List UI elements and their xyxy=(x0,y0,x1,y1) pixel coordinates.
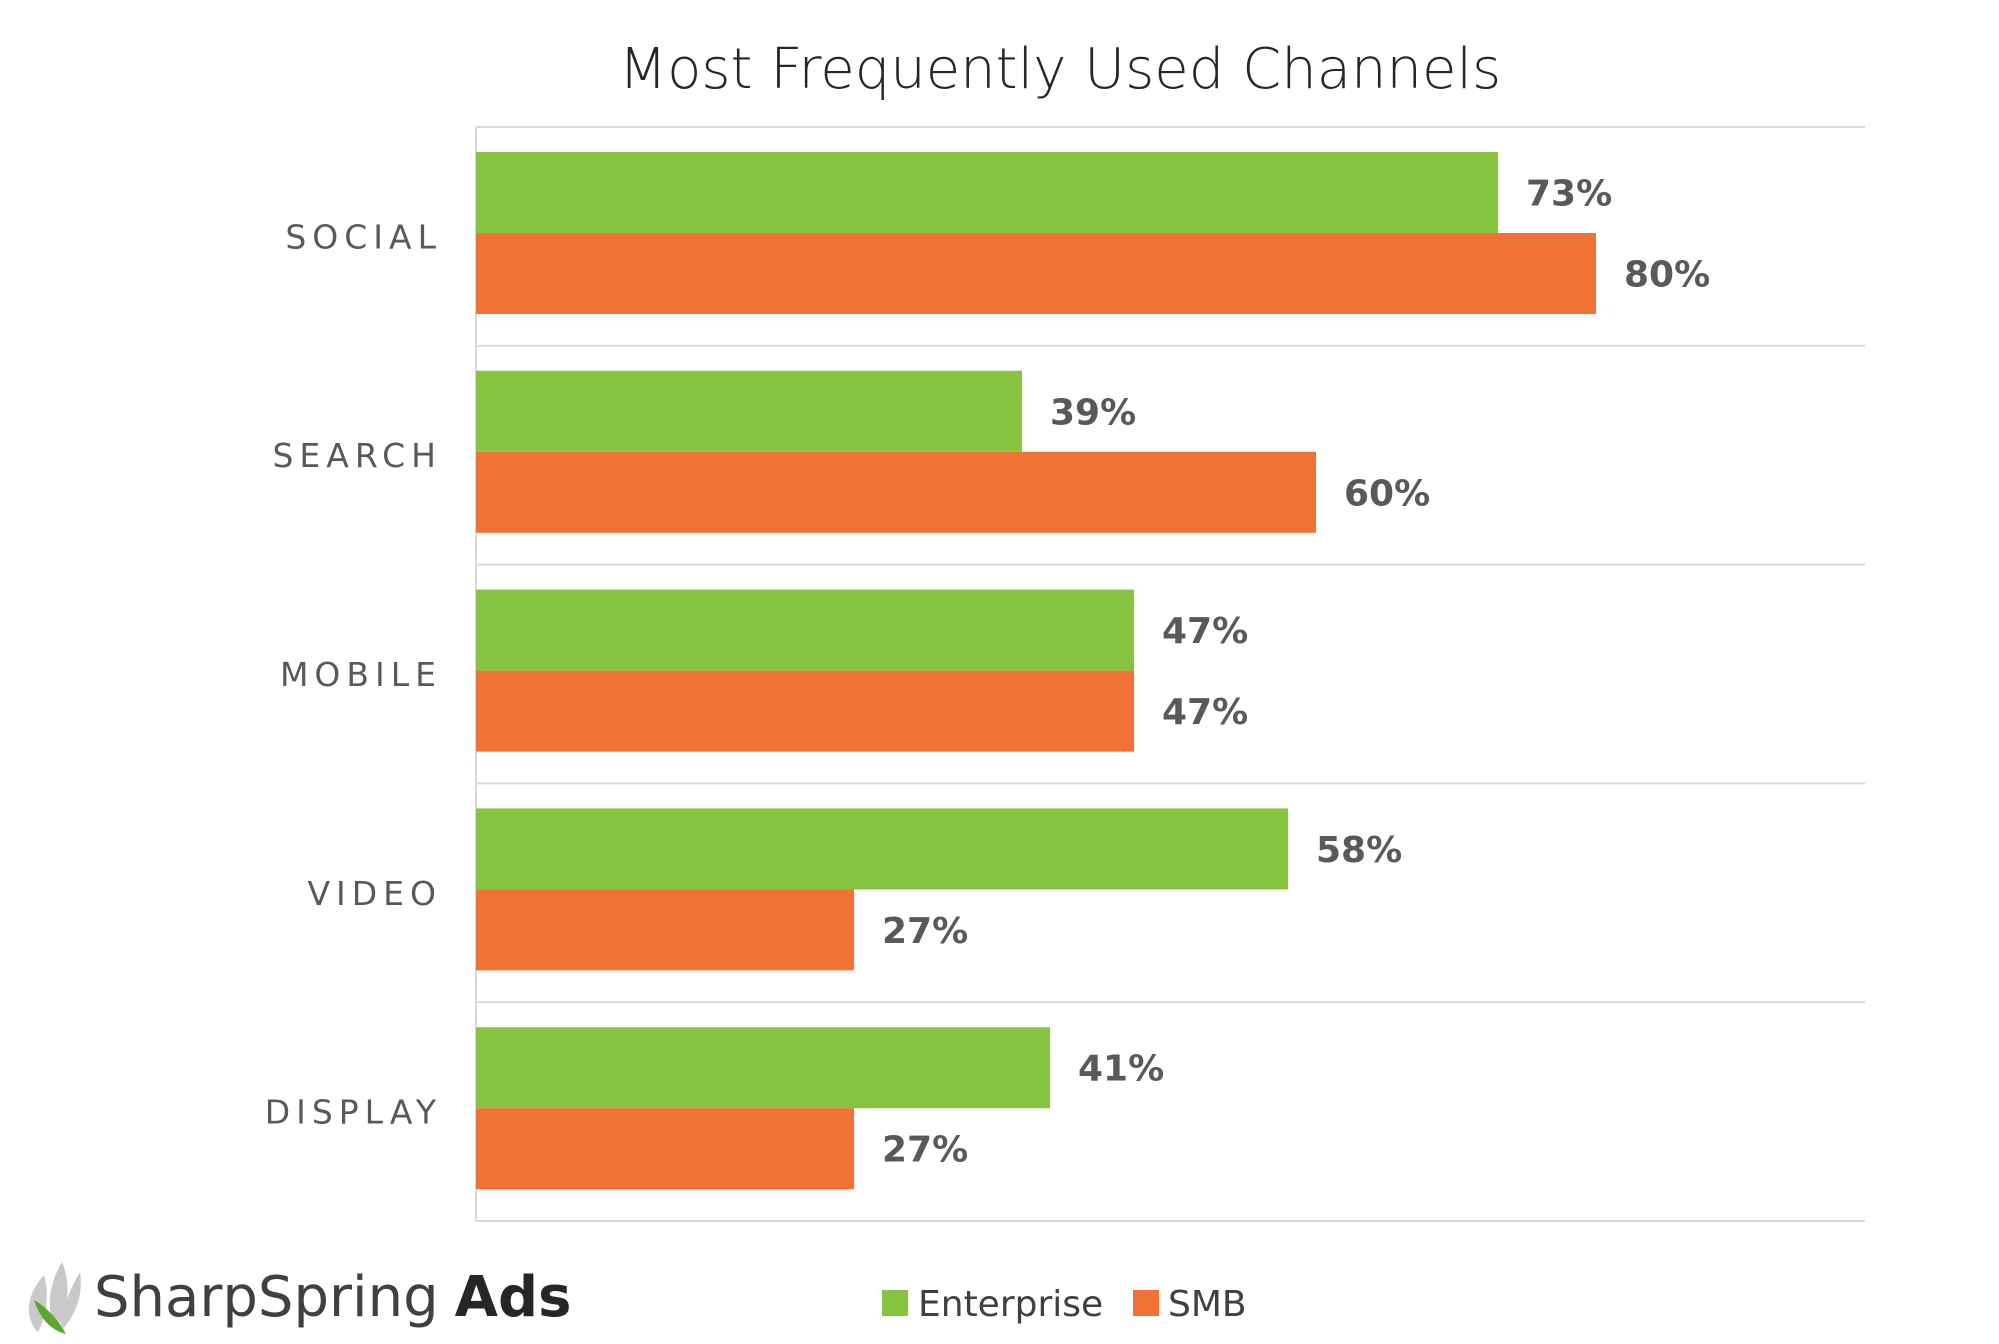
value-label-enterprise-search: 39% xyxy=(1050,392,1136,433)
bar-smb-mobile xyxy=(476,670,1134,752)
value-label-smb-mobile: 47% xyxy=(1162,692,1248,733)
category-label-mobile: MOBILE xyxy=(280,655,442,694)
legend-label-enterprise: Enterprise xyxy=(918,1284,1103,1325)
bar-enterprise-mobile xyxy=(476,589,1134,671)
legend-swatch-enterprise xyxy=(882,1290,908,1316)
bar-enterprise-video xyxy=(476,808,1288,890)
brand-logo: SharpSpring Ads xyxy=(28,1262,571,1334)
value-label-smb-video: 27% xyxy=(882,911,968,952)
value-label-enterprise-display: 41% xyxy=(1078,1049,1164,1090)
value-label-enterprise-social: 73% xyxy=(1526,174,1612,215)
bar-enterprise-display xyxy=(476,1027,1050,1109)
bar-smb-display xyxy=(476,1108,854,1190)
bar-enterprise-search xyxy=(476,370,1022,452)
category-label-search: SEARCH xyxy=(272,436,442,475)
bar-enterprise-social xyxy=(476,152,1498,233)
value-label-smb-display: 27% xyxy=(882,1130,968,1171)
chart-title: Most Frequently Used Channels xyxy=(619,37,1501,102)
value-label-enterprise-video: 58% xyxy=(1316,830,1402,871)
brand-name: SharpSpring xyxy=(94,1265,439,1330)
bar-smb-video xyxy=(476,889,854,971)
category-label-video: VIDEO xyxy=(307,874,442,913)
value-label-enterprise-mobile: 47% xyxy=(1162,611,1248,652)
legend-label-smb: SMB xyxy=(1168,1284,1247,1325)
category-label-social: SOCIAL xyxy=(285,217,442,256)
legend-swatch-smb xyxy=(1133,1290,1159,1316)
value-label-smb-search: 60% xyxy=(1344,473,1430,514)
brand-wordmark: SharpSpring Ads xyxy=(94,1265,571,1330)
category-label-display: DISPLAY xyxy=(265,1093,442,1132)
label-layer: SOCIAL 73% 80% SEARCH 39% 60% MOBILE 47% 47% VIDE… xyxy=(265,174,1710,1171)
value-label-smb-social: 80% xyxy=(1624,255,1710,296)
bar-smb-search xyxy=(476,451,1316,533)
grid-layer xyxy=(475,126,1865,1222)
bar-smb-social xyxy=(476,233,1596,314)
brand-suffix: Ads xyxy=(455,1265,572,1330)
legend: Enterprise SMB xyxy=(882,1284,1247,1325)
bar-layer xyxy=(476,152,1596,1190)
leaf-logo-icon xyxy=(28,1262,81,1334)
